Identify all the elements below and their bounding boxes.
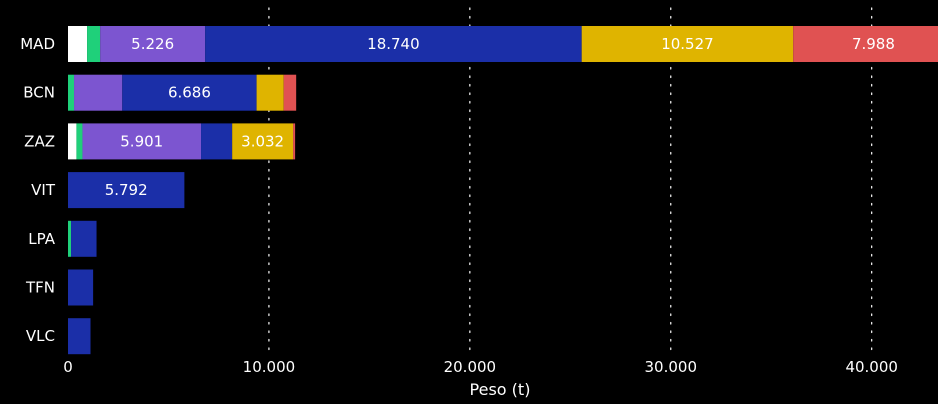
category-label-mad: MAD xyxy=(20,35,55,53)
x-tick-label: 30.000 xyxy=(645,358,698,376)
category-label-vit: VIT xyxy=(31,181,56,199)
bar-vit-s3 xyxy=(68,172,185,209)
category-label-vlc: VLC xyxy=(26,327,55,345)
bar-bcn-s5 xyxy=(283,74,297,111)
value-axis: 0 10.000 20.000 30.000 40.000 xyxy=(63,358,898,376)
category-label-bcn: BCN xyxy=(23,84,55,102)
bar-zaz-s0 xyxy=(68,123,77,160)
bar-zaz-s2 xyxy=(82,123,202,160)
bar-lpa-s1 xyxy=(68,220,72,257)
data-label-mad-s3: 18.740 xyxy=(367,35,420,53)
bar-vlc-s3 xyxy=(68,318,91,355)
bar-mad-s1 xyxy=(87,26,101,62)
bar-tfn-s3 xyxy=(68,269,94,306)
bar-bcn-s3 xyxy=(122,74,257,111)
data-labels: 5.226 18.740 10.527 7.988 6.686 5.901 3.032 5.7… xyxy=(105,35,895,199)
category-label-lpa: LPA xyxy=(28,230,55,248)
bar-mad-s0 xyxy=(68,26,88,62)
bar-mad-s3 xyxy=(205,26,582,62)
bar-mad-s4 xyxy=(581,26,794,62)
bar-mad-s2 xyxy=(100,26,206,62)
data-label-zaz-s2: 5.901 xyxy=(120,132,163,150)
category-label-zaz: ZAZ xyxy=(24,132,55,150)
bar-bcn-s2 xyxy=(74,74,123,111)
data-label-vit-s3: 5.792 xyxy=(105,181,148,199)
category-label-tfn: TFN xyxy=(25,279,55,297)
bar-zaz-s5 xyxy=(293,123,296,160)
bar-bcn-s4 xyxy=(256,74,284,111)
data-label-mad-s4: 10.527 xyxy=(661,35,714,53)
bar-lpa-s3 xyxy=(71,220,97,257)
category-axis: MAD BCN ZAZ VIT LPA TFN VLC xyxy=(20,35,56,345)
data-label-mad-s2: 5.226 xyxy=(131,35,174,53)
bars xyxy=(68,26,938,355)
x-tick-label: 0 xyxy=(63,358,73,376)
data-label-zaz-s4: 3.032 xyxy=(241,132,284,150)
bar-zaz-s1 xyxy=(76,123,83,160)
x-tick-label: 40.000 xyxy=(845,358,898,376)
data-label-mad-s5: 7.988 xyxy=(852,35,895,53)
gridlines xyxy=(268,7,873,351)
x-tick-label: 10.000 xyxy=(243,358,296,376)
bar-zaz-s3 xyxy=(201,123,233,160)
x-axis-title: Peso (t) xyxy=(470,380,531,399)
x-tick-label: 20.000 xyxy=(444,358,497,376)
bar-zaz-s4 xyxy=(232,123,294,160)
data-label-bcn-s3: 6.686 xyxy=(168,84,211,102)
bar-bcn-s1 xyxy=(68,74,75,111)
bar-mad-s5 xyxy=(793,26,938,62)
